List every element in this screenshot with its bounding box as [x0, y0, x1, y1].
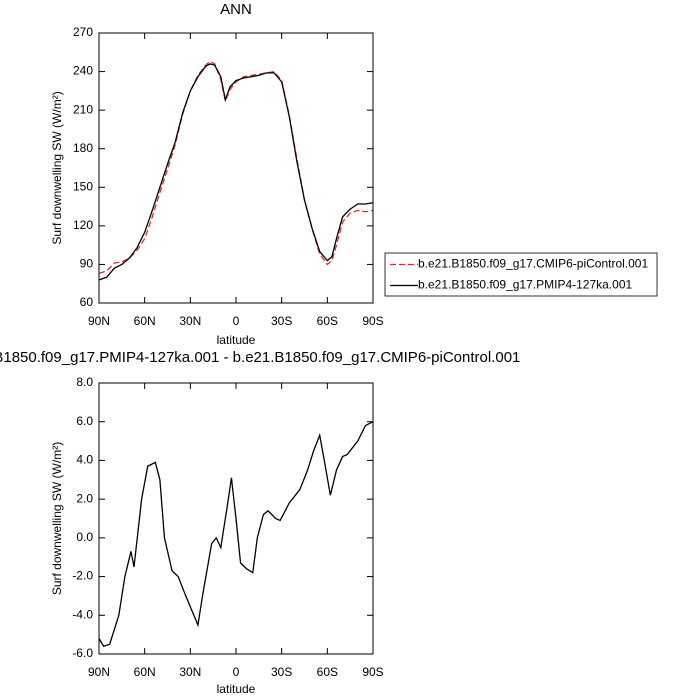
y-tick-label: 240: [73, 64, 93, 78]
y-tick-label: -4.0: [72, 607, 93, 621]
y-tick-label: 150: [73, 179, 93, 193]
legend-label: b.e21.B1850.f09_g17.CMIP6-piControl.001: [418, 257, 648, 271]
legend-box: [384, 252, 658, 297]
x-tick-label: 60S: [317, 314, 338, 328]
x-tick-label: 30N: [179, 314, 201, 328]
x-tick-label: 90S: [362, 314, 383, 328]
x-tick-label: 0: [233, 314, 240, 328]
legend-label: b.e21.B1850.f09_g17.PMIP4-127ka.001: [418, 278, 632, 292]
chart-title: ANN: [220, 1, 252, 18]
x-axis-label: latitude: [217, 333, 256, 347]
y-tick-label: 6.0: [76, 414, 93, 428]
x-tick-label: 90S: [362, 665, 383, 679]
y-axis-label: Surf downwelling SW (W/m²): [50, 442, 64, 595]
y-tick-label: 90: [80, 257, 94, 271]
x-tick-label: 30N: [179, 665, 201, 679]
y-tick-label: 210: [73, 102, 93, 116]
data-line: [98, 421, 374, 648]
plot-frame: [98, 32, 374, 304]
y-tick-label: 8.0: [76, 375, 93, 389]
x-tick-label: 60N: [134, 665, 156, 679]
y-tick-label: 2.0: [76, 491, 93, 505]
x-tick-label: 0: [233, 665, 240, 679]
y-tick-label: 60: [80, 295, 94, 309]
x-tick-label: 60S: [317, 665, 338, 679]
y-tick-label: 120: [73, 218, 93, 232]
data-line: [98, 63, 374, 281]
y-axis-label: Surf downwelling SW (W/m²): [50, 91, 64, 244]
x-axis-label: latitude: [217, 682, 256, 696]
y-tick-label: 180: [73, 141, 93, 155]
y-tick-label: -2.0: [72, 569, 93, 583]
plot-frame: [98, 382, 374, 655]
y-tick-label: 270: [73, 25, 93, 39]
x-tick-label: 30S: [271, 665, 292, 679]
x-tick-label: 90N: [88, 665, 110, 679]
x-tick-label: 30S: [271, 314, 292, 328]
y-tick-label: 0.0: [76, 530, 93, 544]
y-tick-label: 4.0: [76, 453, 93, 467]
x-tick-label: 90N: [88, 314, 110, 328]
y-tick-label: -6.0: [72, 646, 93, 660]
data-line: [98, 60, 374, 275]
x-tick-label: 60N: [134, 314, 156, 328]
chart-title: b.e21.B1850.f09_g17.PMIP4-127ka.001 - b.…: [0, 349, 520, 366]
